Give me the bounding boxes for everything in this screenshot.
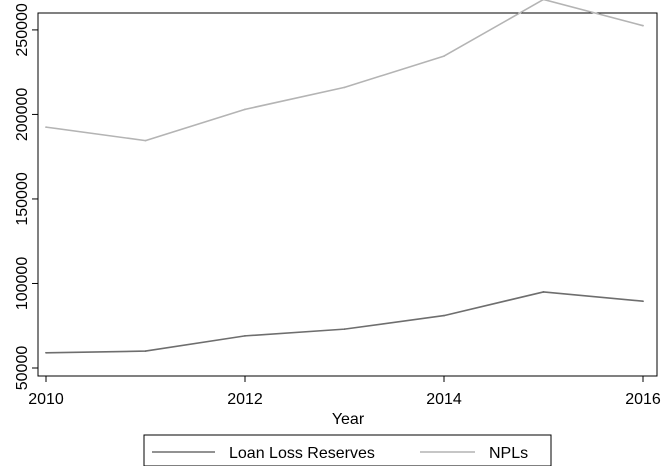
data-point	[45, 126, 47, 128]
data-point	[344, 328, 346, 330]
series-line-0	[46, 292, 643, 353]
x-tick-label: 2012	[227, 391, 263, 408]
y-tick-label: 200000	[14, 88, 31, 141]
data-point	[45, 352, 47, 354]
x-tick-label: 2016	[625, 391, 661, 408]
x-tick-label: 2010	[28, 391, 64, 408]
legend-label-0: Loan Loss Reserves	[229, 445, 375, 462]
series-line-1	[46, 0, 643, 141]
legend-label-1: NPLs	[489, 445, 528, 462]
data-point	[642, 300, 644, 302]
data-point	[642, 25, 644, 27]
data-point	[244, 108, 246, 110]
y-tick-label: 150000	[14, 172, 31, 225]
y-tick-label: 50000	[14, 346, 31, 391]
data-point	[543, 291, 545, 293]
y-tick-label: 250000	[14, 3, 31, 56]
data-point	[344, 86, 346, 88]
data-point	[244, 335, 246, 337]
data-point	[145, 350, 147, 352]
data-point	[145, 140, 147, 142]
y-tick-label: 100000	[14, 257, 31, 310]
data-point	[443, 55, 445, 57]
data-point	[443, 315, 445, 317]
legend: Loan Loss Reserves NPLs	[144, 435, 551, 466]
x-tick-label: 2014	[426, 391, 462, 408]
x-axis-title: Year	[332, 411, 365, 428]
plot-frame	[38, 13, 657, 376]
